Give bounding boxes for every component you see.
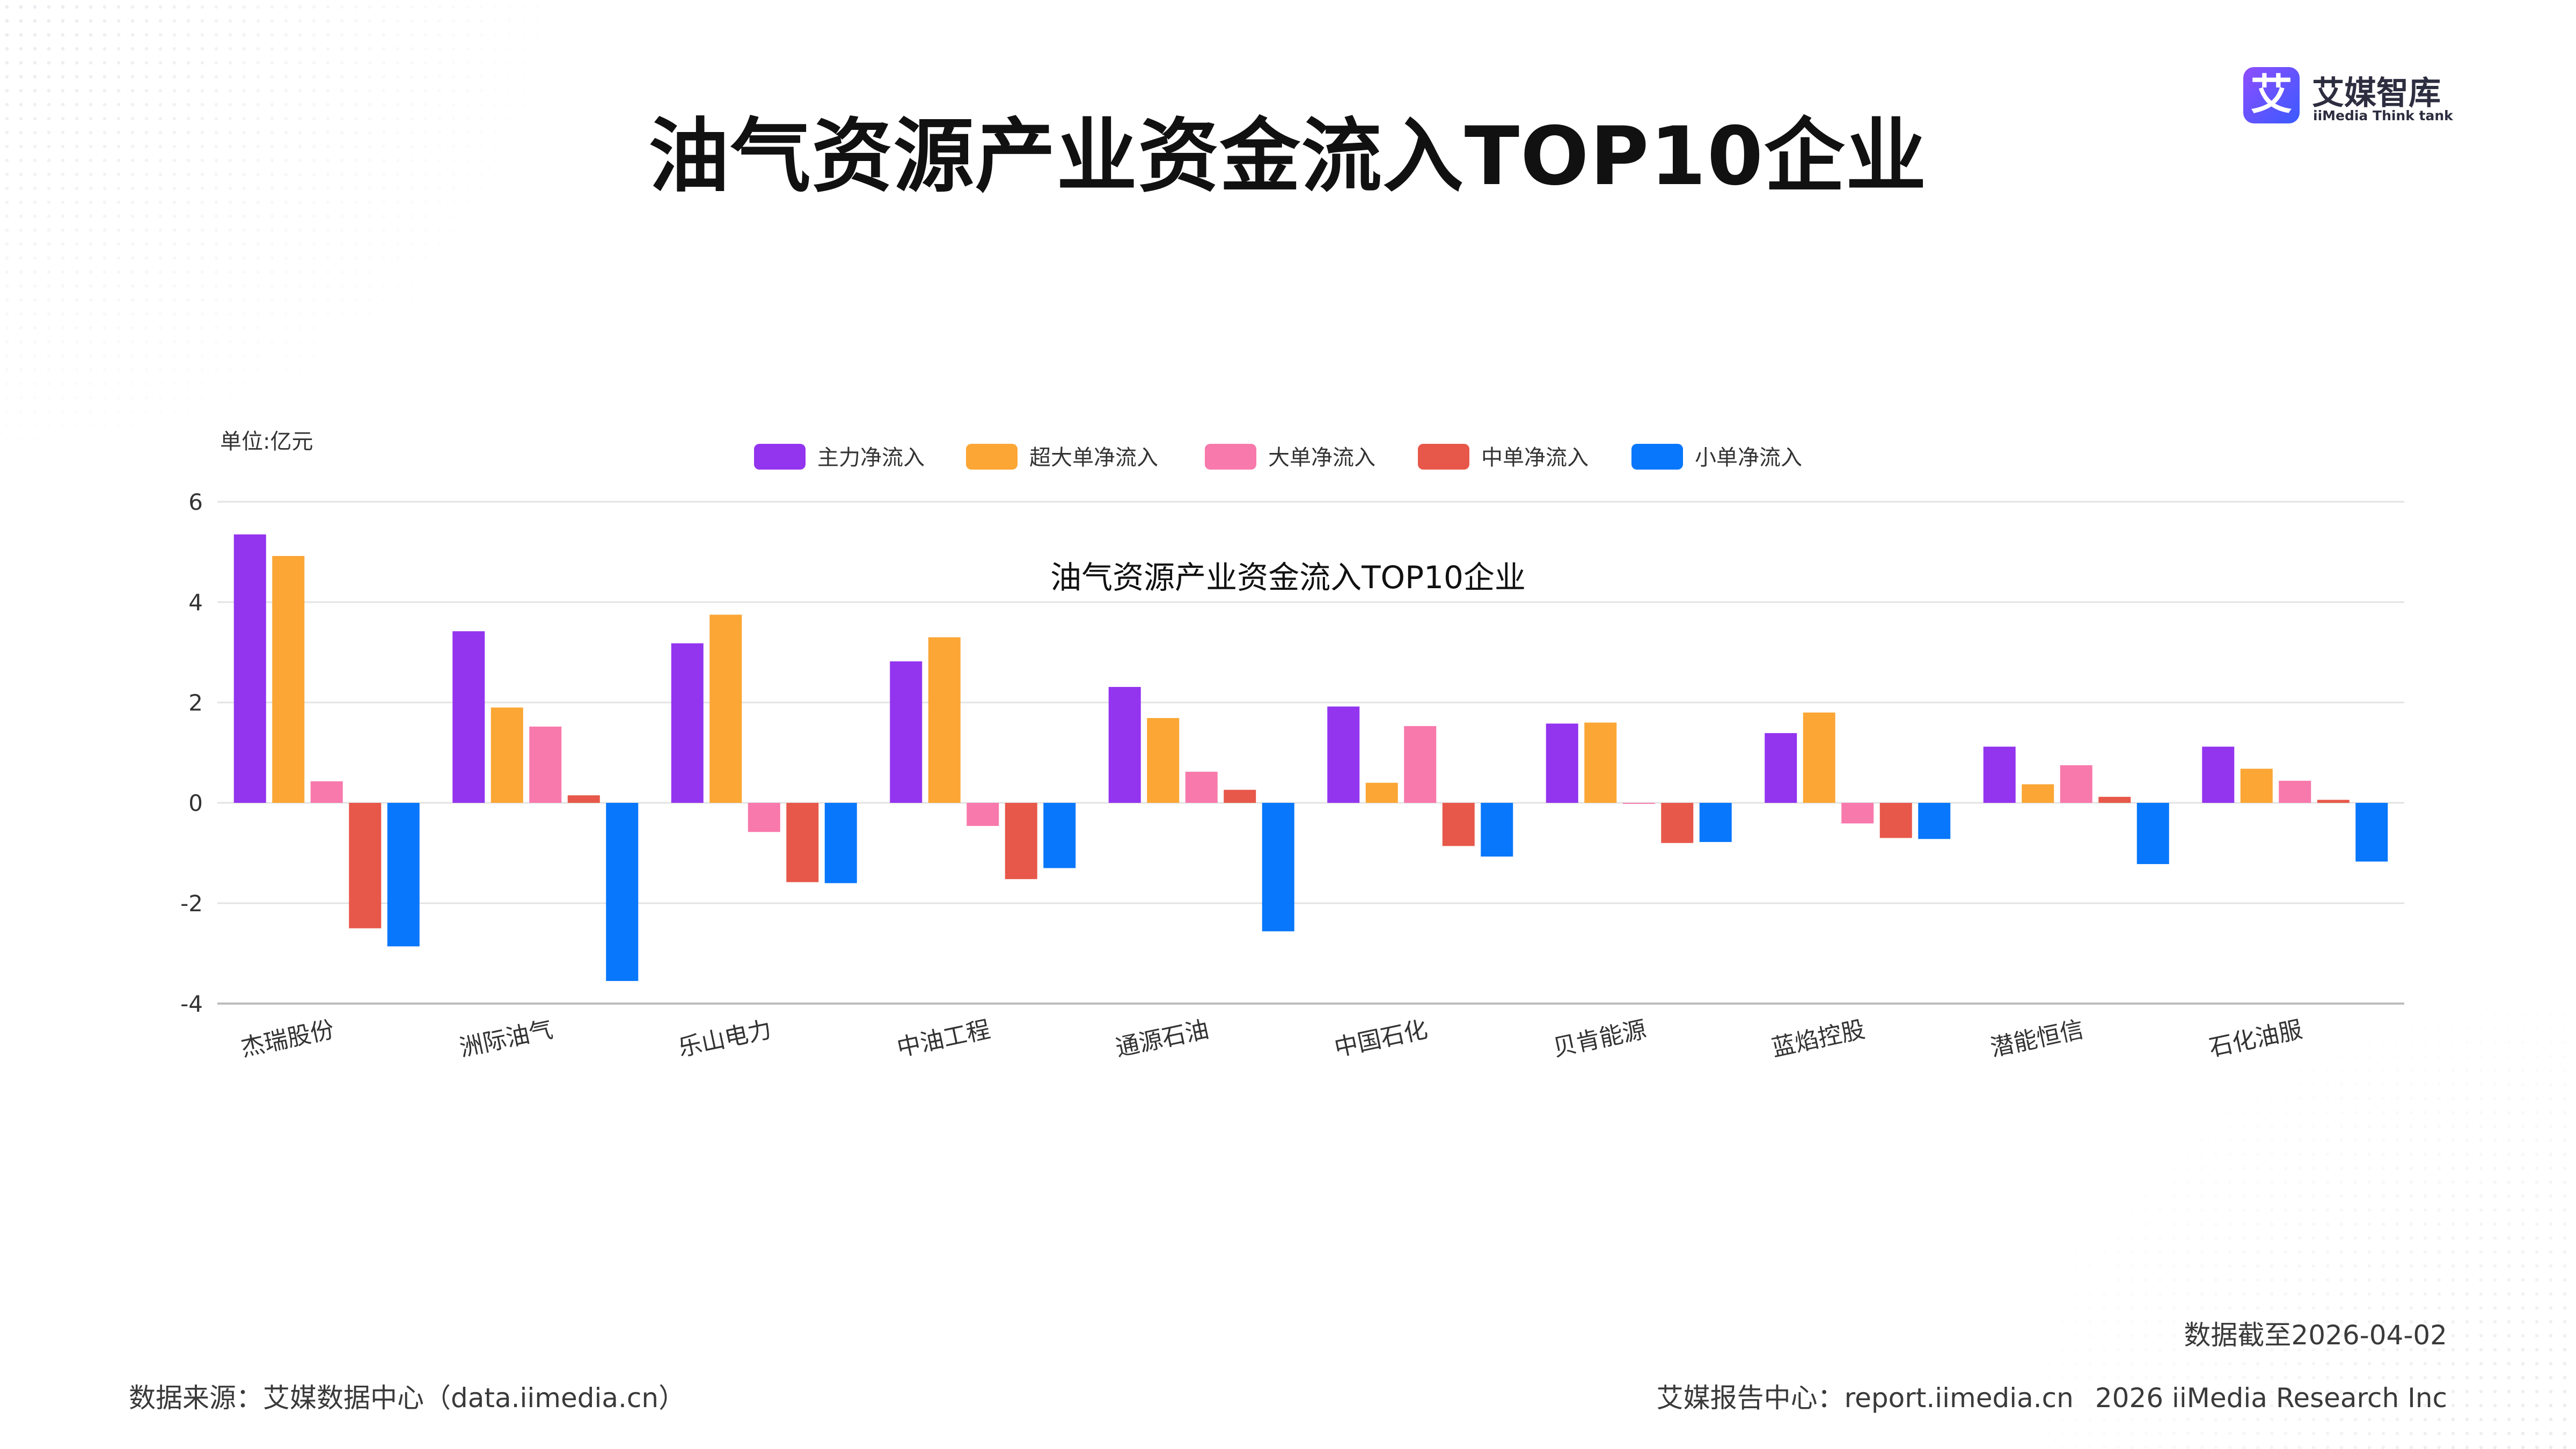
x-tick-label: 乐山电力 (676, 1016, 774, 1062)
bar-8-series-5 (1918, 803, 1951, 839)
x-tick-label: 石化油服 (2207, 1016, 2305, 1062)
bar-1-series-5 (387, 803, 420, 947)
copyright: 2026 iiMedia Research Inc (2095, 1382, 2447, 1414)
x-tick-label: 贝肯能源 (1550, 1016, 1649, 1062)
bar-4-series-4 (1005, 803, 1037, 880)
bar-5-series-2 (1147, 718, 1180, 803)
bar-4-series-2 (928, 637, 961, 803)
bar-7-series-2 (1584, 722, 1617, 803)
y-tick-label: 4 (188, 589, 203, 616)
bar-10-series-3 (2279, 780, 2311, 803)
bar-2-series-5 (606, 803, 639, 981)
bar-7-series-1 (1546, 723, 1578, 803)
bar-9-series-5 (2136, 803, 2169, 865)
bar-5-series-3 (1185, 772, 1218, 803)
bar-3-series-5 (824, 803, 857, 883)
logo-mark-icon: 艾 (2243, 67, 2300, 123)
bar-9-series-1 (1983, 747, 2016, 803)
bar-9-series-3 (2060, 765, 2092, 803)
x-tick-label: 洲际油气 (457, 1016, 555, 1062)
bar-2-series-1 (452, 631, 485, 803)
bar-3-series-4 (786, 803, 819, 882)
y-tick-label: -2 (180, 890, 203, 917)
y-tick-label: 0 (188, 790, 203, 816)
bar-10-series-2 (2240, 769, 2273, 803)
iimedia-logo: 艾 艾媒智库 iiMedia Think tank (2243, 67, 2453, 126)
bar-7-series-3 (1622, 803, 1655, 804)
legend-swatch-2 (966, 444, 1018, 470)
bar-3-series-1 (671, 643, 704, 803)
bar-2-series-4 (567, 795, 600, 803)
bar-5-series-5 (1262, 803, 1294, 932)
bar-7-series-4 (1661, 803, 1694, 843)
bar-3-series-2 (709, 614, 742, 803)
report-center: 艾媒报告中心：report.iimedia.cn (1656, 1382, 2074, 1414)
bar-1-series-3 (310, 781, 343, 803)
legend-label-4: 中单净流入 (1481, 445, 1589, 470)
x-axis: 杰瑞股份 洲际油气 乐山电力 中油工程 通源石油 中国石化 贝肯能源 蓝焰控股 潜能恒信 石化油服 (238, 1016, 2304, 1062)
bar-1-series-2 (272, 555, 305, 803)
bar-4-series-3 (967, 803, 999, 826)
bar-3-series-3 (748, 803, 780, 832)
bars (233, 534, 2388, 981)
x-tick-label: 蓝焰控股 (1769, 1016, 1868, 1062)
bar-8-series-3 (1841, 803, 1874, 824)
bar-9-series-4 (2098, 796, 2131, 803)
page-title: 油气资源产业资金流入TOP10企业 (648, 110, 1928, 203)
bar-4-series-1 (890, 661, 923, 803)
bar-6-series-2 (1365, 782, 1398, 803)
legend-swatch-4 (1418, 444, 1469, 470)
bar-1-series-1 (233, 534, 266, 803)
bar-6-series-5 (1481, 803, 1513, 857)
data-source: 数据来源：艾媒数据中心（data.iimedia.cn） (129, 1382, 686, 1414)
legend-label-2: 超大单净流入 (1029, 445, 1158, 470)
y-axis: 6 4 2 0 -2 -4 (180, 489, 203, 1017)
x-tick-label: 杰瑞股份 (238, 1016, 336, 1062)
legend-label-5: 小单净流入 (1695, 445, 1802, 470)
footer-credits: 艾媒报告中心：report.iimedia.cn 2026 iiMedia Res… (1657, 1377, 2447, 1415)
y-tick-label: 6 (188, 489, 203, 515)
bar-6-series-1 (1327, 706, 1360, 803)
legend: 主力净流入 超大单净流入 大单净流入 中单净流入 小单净流入 (754, 444, 1802, 470)
logo-name: 艾媒智库 (2312, 75, 2441, 112)
bar-8-series-2 (1803, 712, 1835, 803)
x-tick-label: 中国石化 (1332, 1016, 1430, 1062)
unit-label: 单位:亿元 (220, 429, 313, 454)
x-tick-label: 通源石油 (1113, 1016, 1211, 1062)
bar-4-series-5 (1043, 803, 1076, 868)
logo-subtitle: iiMedia Think tank (2313, 108, 2453, 123)
bar-10-series-4 (2317, 800, 2350, 803)
chart-title: 油气资源产业资金流入TOP10企业 (1050, 559, 1526, 596)
legend-label-3: 大单净流入 (1268, 445, 1375, 470)
bar-10-series-1 (2202, 747, 2235, 803)
legend-swatch-3 (1205, 444, 1256, 470)
legend-swatch-1 (754, 444, 806, 470)
bar-7-series-5 (1699, 803, 1732, 842)
data-date: 数据截至2026-04-02 (2184, 1320, 2447, 1351)
y-tick-label: -4 (180, 991, 203, 1017)
bar-6-series-4 (1442, 803, 1475, 846)
bar-2-series-2 (491, 707, 523, 803)
bar-8-series-4 (1879, 803, 1912, 838)
bar-10-series-5 (2355, 803, 2388, 862)
bar-2-series-3 (529, 726, 562, 803)
x-tick-label: 中油工程 (895, 1016, 993, 1062)
bar-1-series-4 (349, 803, 382, 928)
bar-5-series-1 (1108, 687, 1141, 803)
x-tick-label: 潜能恒信 (1988, 1016, 2086, 1062)
legend-label-1: 主力净流入 (817, 445, 925, 470)
y-tick-label: 2 (188, 690, 203, 716)
legend-swatch-5 (1631, 444, 1683, 470)
bar-8-series-1 (1765, 733, 1797, 803)
bar-6-series-3 (1404, 726, 1437, 803)
bar-5-series-4 (1224, 789, 1256, 803)
bar-9-series-2 (2022, 784, 2054, 803)
